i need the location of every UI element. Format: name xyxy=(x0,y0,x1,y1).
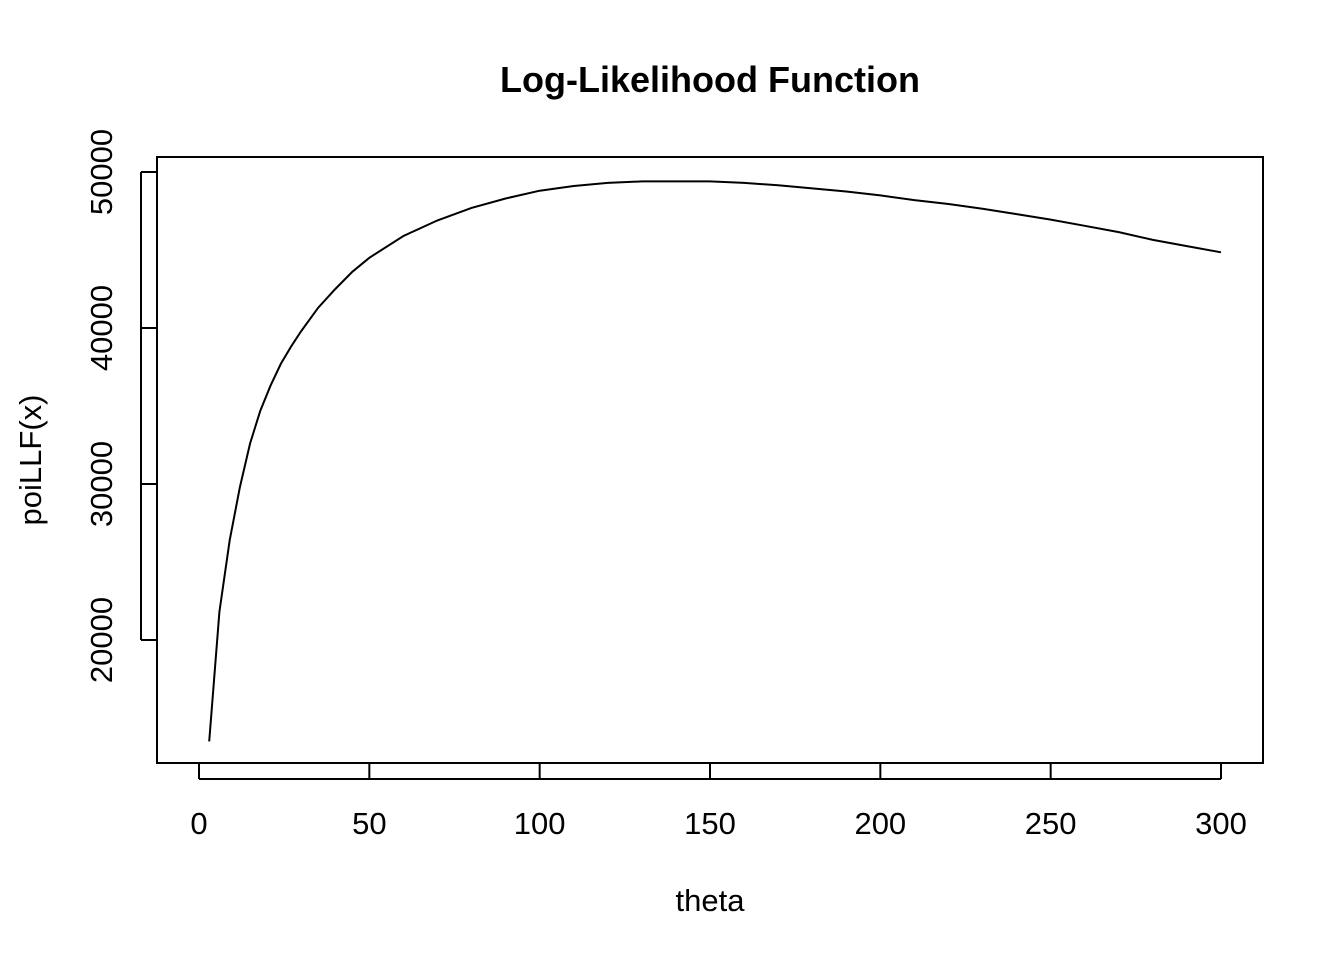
x-axis: 0 50 100 150 200 250 300 xyxy=(190,763,1247,841)
y-tick-label: 30000 xyxy=(84,441,119,527)
x-axis-label: theta xyxy=(676,883,746,918)
x-tick-label: 50 xyxy=(352,806,386,841)
x-tick-label: 300 xyxy=(1195,806,1247,841)
y-tick-label: 50000 xyxy=(84,129,119,215)
chart-title: Log-Likelihood Function xyxy=(500,59,920,100)
x-tick-label: 150 xyxy=(684,806,736,841)
y-tick-label: 20000 xyxy=(84,597,119,683)
plot-frame xyxy=(156,156,1264,764)
x-tick-label: 0 xyxy=(190,806,207,841)
x-tick-label: 200 xyxy=(854,806,906,841)
series-layer xyxy=(208,180,1222,742)
y-axis: 20000 30000 40000 50000 xyxy=(84,129,157,683)
y-axis-label: poiLLF(x) xyxy=(13,395,48,526)
x-tick-label: 100 xyxy=(514,806,566,841)
x-tick-label: 250 xyxy=(1025,806,1077,841)
y-tick-label: 40000 xyxy=(84,285,119,371)
series-line xyxy=(208,180,1222,742)
